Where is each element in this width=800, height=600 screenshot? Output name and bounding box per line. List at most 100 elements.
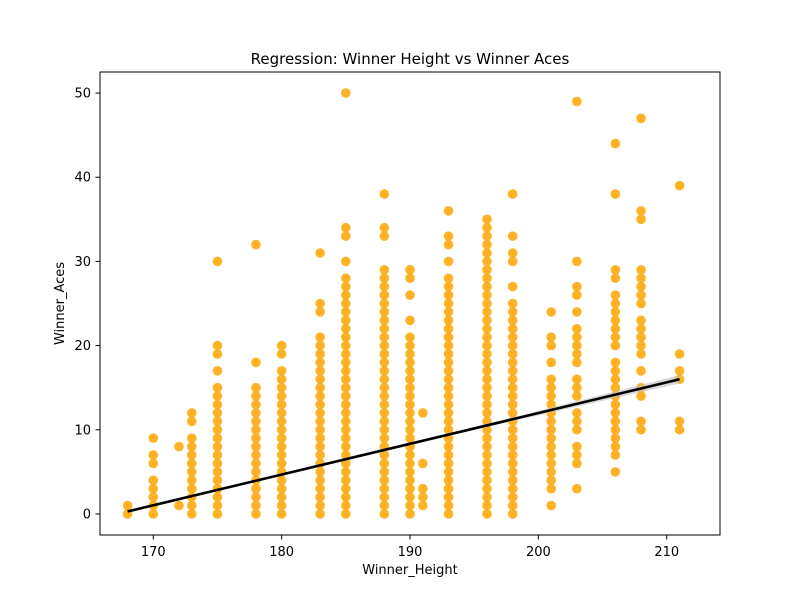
data-point <box>482 273 492 284</box>
data-point <box>405 332 415 342</box>
data-point <box>482 433 492 443</box>
data-point <box>379 357 390 368</box>
data-point <box>341 424 351 435</box>
data-point <box>443 298 454 309</box>
data-point <box>212 391 223 401</box>
data-point <box>341 467 351 477</box>
data-point <box>122 500 133 511</box>
data-point <box>174 500 184 511</box>
data-point <box>315 399 325 410</box>
data-point <box>482 374 492 385</box>
data-point <box>379 265 390 275</box>
data-point <box>482 357 492 368</box>
data-point <box>418 500 428 511</box>
y-tick-label: 20 <box>74 339 91 354</box>
x-tick-label: 190 <box>398 545 423 560</box>
plot-area <box>122 88 685 519</box>
data-point <box>186 441 197 452</box>
data-point <box>405 500 415 511</box>
data-point <box>276 340 287 351</box>
data-point <box>443 424 454 435</box>
data-point <box>610 357 621 368</box>
data-point <box>186 467 197 477</box>
data-point <box>212 256 223 267</box>
data-point <box>379 340 390 351</box>
data-point <box>443 323 454 334</box>
data-point <box>379 433 390 443</box>
data-point <box>443 332 454 342</box>
data-point <box>251 450 261 460</box>
data-point <box>482 382 492 393</box>
data-point <box>276 349 287 359</box>
data-point <box>379 366 390 376</box>
data-point <box>443 366 454 376</box>
data-point <box>482 475 492 486</box>
data-point <box>186 458 197 469</box>
data-point <box>610 315 621 326</box>
data-point <box>674 416 685 427</box>
data-point <box>443 483 454 494</box>
data-point <box>186 500 197 511</box>
data-point <box>507 323 518 334</box>
data-point <box>405 509 415 519</box>
data-point <box>507 340 518 351</box>
data-point <box>507 315 518 326</box>
data-point <box>443 290 454 300</box>
data-point <box>148 509 159 519</box>
data-point <box>276 433 287 443</box>
data-point <box>443 382 454 393</box>
data-point <box>507 458 518 469</box>
data-point <box>341 483 351 494</box>
data-point <box>443 374 454 385</box>
data-point <box>341 332 351 342</box>
data-point <box>482 391 492 401</box>
data-point <box>379 222 390 233</box>
data-point <box>315 382 325 393</box>
data-point <box>379 408 390 418</box>
data-point <box>341 416 351 427</box>
data-point <box>572 323 582 334</box>
data-point <box>212 399 223 410</box>
data-point <box>341 391 351 401</box>
data-point <box>148 450 159 460</box>
data-point <box>251 391 261 401</box>
data-point <box>507 307 518 317</box>
data-point <box>148 433 159 443</box>
data-point <box>315 349 325 359</box>
data-point <box>276 441 287 452</box>
data-point <box>212 382 223 393</box>
data-point <box>546 399 557 410</box>
data-point <box>572 307 582 317</box>
data-point <box>405 433 415 443</box>
data-point <box>610 441 621 452</box>
data-point <box>315 450 325 460</box>
data-point <box>546 424 557 435</box>
data-point <box>379 450 390 460</box>
data-point <box>572 374 582 385</box>
data-point <box>546 441 557 452</box>
data-point <box>251 509 261 519</box>
data-point <box>341 273 351 284</box>
x-tick-label: 180 <box>269 545 294 560</box>
data-point <box>546 458 557 469</box>
data-point <box>341 475 351 486</box>
data-point <box>276 509 287 519</box>
data-point <box>572 408 582 418</box>
data-point <box>379 500 390 511</box>
data-point <box>482 307 492 317</box>
data-point <box>405 382 415 393</box>
data-point <box>443 239 454 250</box>
data-point <box>507 399 518 410</box>
data-point <box>636 214 646 225</box>
data-point <box>610 273 621 284</box>
data-point <box>148 458 159 469</box>
data-point <box>212 340 223 351</box>
data-point <box>572 458 582 469</box>
data-point <box>251 424 261 435</box>
data-point <box>443 256 454 267</box>
data-point <box>276 500 287 511</box>
data-point <box>546 467 557 477</box>
data-point <box>482 340 492 351</box>
data-point <box>674 349 685 359</box>
data-point <box>507 349 518 359</box>
